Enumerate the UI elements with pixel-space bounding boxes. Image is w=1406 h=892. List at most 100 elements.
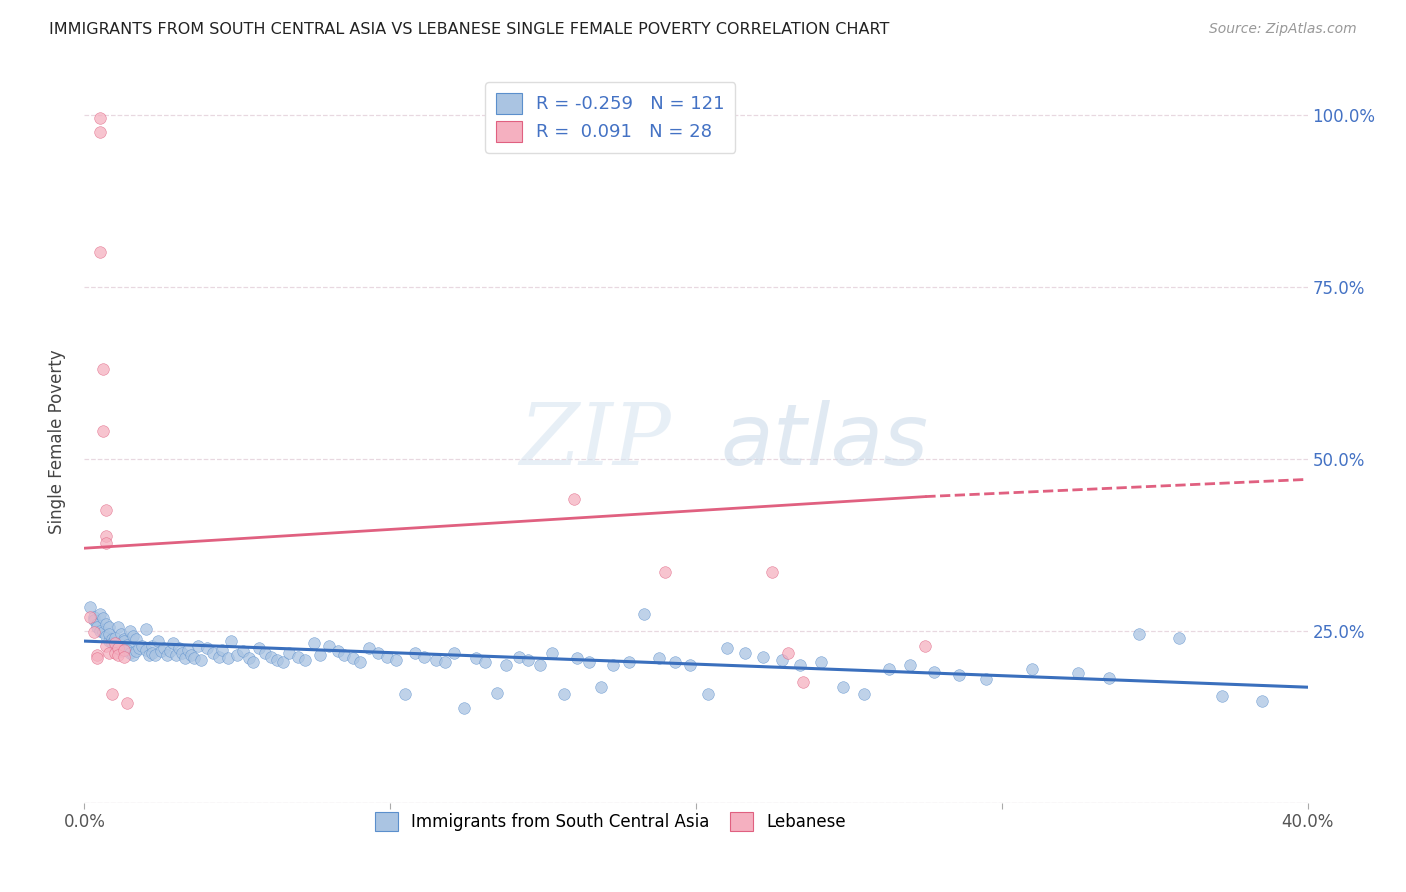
Point [94, 629, 117, 643]
Point [529, 658, 551, 673]
Point [128, 640, 150, 655]
Point [271, 655, 294, 669]
Point [208, 649, 231, 664]
Point [141, 646, 163, 660]
Point [101, 632, 124, 646]
Point [211, 643, 233, 657]
Point [1098, 671, 1121, 685]
Point [367, 646, 389, 660]
Point [318, 639, 340, 653]
Point [120, 646, 142, 660]
Point [201, 646, 224, 660]
Point [104, 646, 127, 660]
Point [266, 653, 288, 667]
Point [186, 639, 208, 653]
Point [495, 658, 517, 673]
Point [86, 616, 108, 631]
Point [278, 646, 301, 660]
Point [143, 648, 166, 662]
Point [716, 640, 738, 655]
Point [97, 634, 120, 648]
Point [146, 634, 169, 648]
Point [91, 362, 114, 376]
Point [302, 636, 325, 650]
Text: atlas: atlas [720, 400, 928, 483]
Point [94, 503, 117, 517]
Point [976, 672, 998, 686]
Point [260, 649, 283, 664]
Point [91, 424, 114, 438]
Point [565, 651, 588, 665]
Point [752, 649, 775, 664]
Point [122, 629, 145, 643]
Point [831, 680, 853, 694]
Point [948, 668, 970, 682]
Point [357, 640, 380, 655]
Point [107, 648, 129, 662]
Point [633, 607, 655, 621]
Point [1128, 627, 1150, 641]
Point [294, 653, 316, 667]
Point [761, 566, 783, 580]
Point [792, 675, 814, 690]
Point [242, 655, 264, 669]
Point [167, 640, 190, 655]
Text: ZIP: ZIP [520, 401, 672, 483]
Point [89, 607, 111, 621]
Point [112, 632, 135, 646]
Point [180, 648, 202, 662]
Point [125, 644, 148, 658]
Point [159, 644, 181, 658]
Point [898, 658, 921, 673]
Point [89, 111, 111, 125]
Point [1021, 662, 1043, 676]
Point [195, 640, 218, 655]
Point [94, 535, 117, 549]
Point [578, 655, 600, 669]
Point [190, 653, 212, 667]
Point [443, 646, 465, 660]
Point [664, 655, 686, 669]
Point [115, 638, 138, 652]
Point [177, 643, 200, 657]
Point [914, 639, 936, 653]
Point [86, 620, 108, 634]
Point [86, 651, 108, 665]
Point [89, 624, 111, 638]
Point [541, 646, 564, 660]
Point [156, 648, 179, 662]
Point [162, 636, 184, 650]
Point [138, 648, 160, 662]
Point [79, 610, 101, 624]
Point [122, 648, 145, 662]
Point [404, 646, 426, 660]
Point [342, 651, 364, 665]
Point [104, 639, 127, 653]
Point [174, 651, 197, 665]
Point [172, 646, 194, 660]
Point [853, 687, 876, 701]
Point [1250, 694, 1272, 708]
Point [1211, 689, 1233, 703]
Text: IMMIGRANTS FROM SOUTH CENTRAL ASIA VS LEBANESE SINGLE FEMALE POVERTY CORRELATION: IMMIGRANTS FROM SOUTH CENTRAL ASIA VS LE… [49, 22, 890, 37]
Point [83, 614, 105, 628]
Point [679, 658, 702, 673]
Point [776, 646, 799, 660]
Point [135, 623, 157, 637]
Y-axis label: Single Female Poverty: Single Female Poverty [48, 350, 66, 533]
Point [115, 643, 138, 657]
Point [97, 646, 120, 660]
Point [394, 687, 416, 701]
Point [101, 636, 124, 650]
Point [101, 687, 124, 701]
Point [135, 643, 157, 657]
Point [734, 646, 756, 660]
Point [486, 686, 509, 700]
Point [112, 634, 135, 648]
Point [91, 611, 114, 625]
Point [1168, 631, 1191, 645]
Point [107, 620, 129, 634]
Point [591, 680, 613, 694]
Point [104, 636, 127, 650]
Point [789, 658, 811, 673]
